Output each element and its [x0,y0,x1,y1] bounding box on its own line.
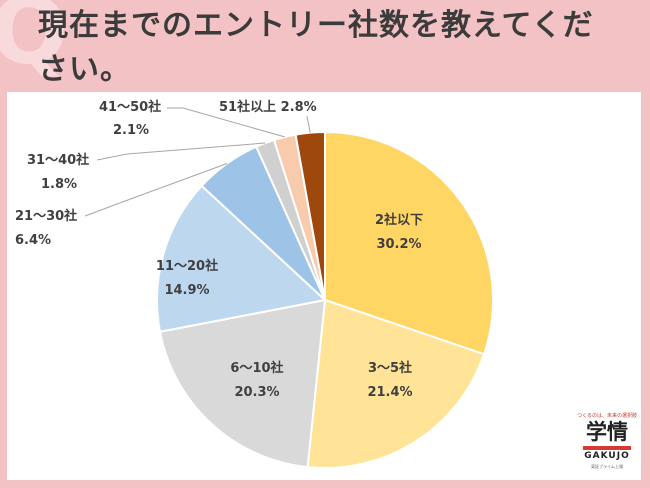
slice-value-label: 20.3% [234,385,279,400]
slice-value-label: 6.4% [15,233,51,248]
slice-label: 21〜30社 [15,208,77,224]
pie-slice [294,130,326,301]
logo-main-text: 学情 [586,420,628,444]
leader-line [306,115,311,133]
pie-slice [306,298,486,469]
slice-label: 41〜50社 [99,99,161,115]
slice-label: 6〜10社 [230,360,283,376]
logo-tagline: つくるのは、未来の選択肢 [577,413,637,419]
slice-value-label: 1.8% [41,177,77,192]
slice-value-label: 21.4% [367,385,412,400]
logo-subtext: 東証プライム上場 [591,464,623,469]
slice-value-label: 14.9% [164,283,209,298]
leader-line [96,142,266,161]
logo-bar [583,446,631,450]
page-title: 現在までのエントリー社数を教えてください。 [38,8,594,87]
pie-slice [324,130,494,356]
gakujo-logo: つくるのは、未来の選択肢 学情 GAKUJO 東証プライム上場 [575,412,639,474]
chart-panel: 2社以下 30.2% 3〜5社 21.4% 6〜10社 20.3% 11〜20社 14.9% 2… [7,92,641,480]
pie-chart: 2社以下 30.2% 3〜5社 21.4% 6〜10社 20.3% 11〜20社 14.9% 2… [15,99,494,469]
pie-slice [156,184,328,333]
pie-slice [158,298,327,469]
slice-label: 11〜20社 [156,258,218,274]
slice-label: 2社以下 [375,212,423,228]
slice-label: 51社以上 2.8% [219,99,317,115]
q-mark: Q [0,0,69,85]
leader-line [167,107,285,138]
slice-value-label: 2.1% [113,123,149,138]
slice-label: 31〜40社 [27,152,89,168]
slice-value-label: 30.2% [376,237,421,252]
slice-label: 3〜5社 [368,360,412,376]
leader-line [84,163,228,217]
logo-english-text: GAKUJO [584,451,630,461]
